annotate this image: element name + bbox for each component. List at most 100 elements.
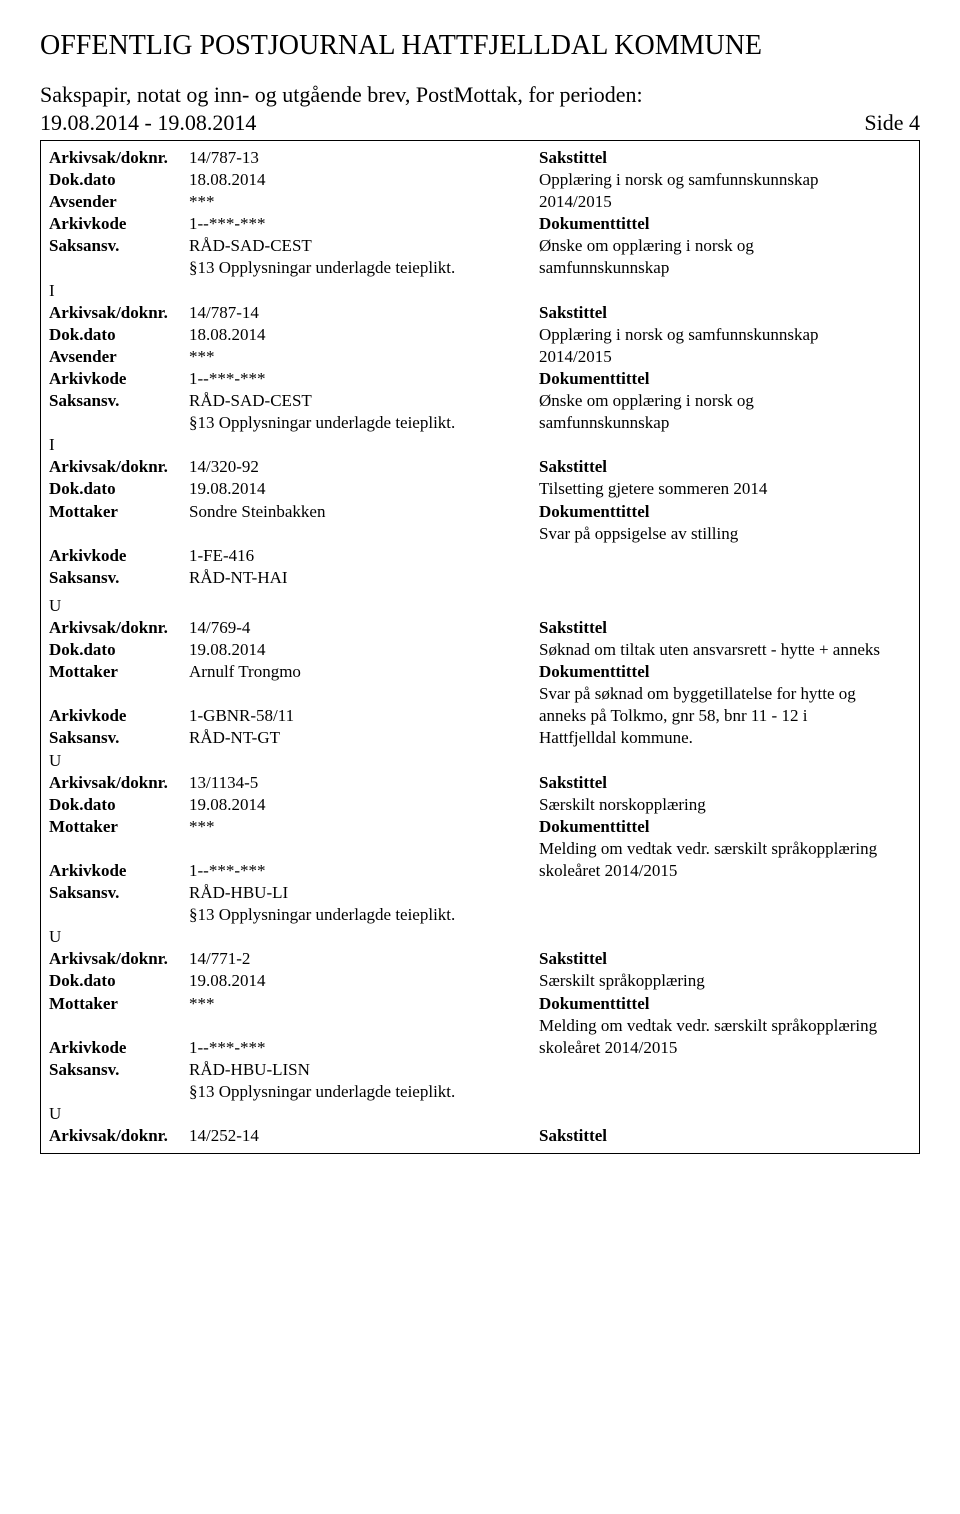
party-value: *** xyxy=(189,993,539,1015)
sakstittel-label: Sakstittel xyxy=(539,772,911,794)
dokumenttittel-label: Dokumenttittel xyxy=(539,661,911,683)
sakstittel-label: Sakstittel xyxy=(539,302,911,324)
arkivkode-label: Arkivkode xyxy=(49,860,189,882)
party-value: *** xyxy=(189,346,539,368)
sakstittel-value: Opplæring i norsk og samfunnskunnskap xyxy=(539,324,911,346)
arkivsak-label: Arkivsak/doknr. xyxy=(49,948,189,970)
arkivsak-label: Arkivsak/doknr. xyxy=(49,1125,189,1147)
arkivsak-value: 14/771-2 xyxy=(189,948,539,970)
io-marker: I xyxy=(49,434,911,456)
dokumenttittel-value: skoleåret 2014/2015 xyxy=(539,860,911,882)
saksansv-label: Saksansv. xyxy=(49,567,189,589)
sakstittel-value: Opplæring i norsk og samfunnskunnskap xyxy=(539,169,911,191)
dokumenttittel-label: Dokumenttittel xyxy=(539,816,911,838)
sakstittel-label: Sakstittel xyxy=(539,617,911,639)
dokumenttittel-value: samfunnskunnskap xyxy=(539,412,911,434)
party-value: *** xyxy=(189,191,539,213)
arkivkode-value: 1-GBNR-58/11 xyxy=(189,705,539,727)
arkivsak-label: Arkivsak/doknr. xyxy=(49,617,189,639)
arkivsak-label: Arkivsak/doknr. xyxy=(49,772,189,794)
dokdato-label: Dok.dato xyxy=(49,970,189,992)
saksansv-extra: §13 Opplysningar underlagde teieplikt. xyxy=(189,1081,539,1103)
party-value: Arnulf Trongmo xyxy=(189,661,539,683)
arkivkode-value: 1--***-*** xyxy=(189,1037,539,1059)
saksansv-label: Saksansv. xyxy=(49,1059,189,1081)
arkivkode-label: Arkivkode xyxy=(49,213,189,235)
dokumenttittel-label: Dokumenttittel xyxy=(539,213,911,235)
arkivsak-value: 14/320-92 xyxy=(189,456,539,478)
dokdato-value: 18.08.2014 xyxy=(189,169,539,191)
arkivsak-label: Arkivsak/doknr. xyxy=(49,456,189,478)
dokumenttittel-value: Hattfjelldal kommune. xyxy=(539,727,911,749)
io-marker: U xyxy=(49,750,911,772)
subtitle: Sakspapir, notat og inn- og utgående bre… xyxy=(40,82,920,108)
saksansv-value: RÅD-SAD-CEST xyxy=(189,235,539,257)
date-range: 19.08.2014 - 19.08.2014 xyxy=(40,110,256,135)
dokdato-value: 19.08.2014 xyxy=(189,639,539,661)
arkivkode-label: Arkivkode xyxy=(49,705,189,727)
dokumenttittel-value: Svar på søknad om byggetillatelse for hy… xyxy=(539,683,911,705)
arkivkode-value: 1--***-*** xyxy=(189,368,539,390)
main-title: OFFENTLIG POSTJOURNAL HATTFJELLDAL KOMMU… xyxy=(40,30,920,62)
saksansv-label: Saksansv. xyxy=(49,727,189,749)
dokumenttittel-value: Svar på oppsigelse av stilling xyxy=(539,523,911,545)
dokdato-value: 19.08.2014 xyxy=(189,970,539,992)
saksansv-label: Saksansv. xyxy=(49,235,189,257)
arkivkode-label: Arkivkode xyxy=(49,545,189,567)
sakstittel-label: Sakstittel xyxy=(539,147,911,169)
saksansv-value: RÅD-NT-GT xyxy=(189,727,539,749)
sakstittel-value: Særskilt norskopplæring xyxy=(539,794,911,816)
arkivkode-label: Arkivkode xyxy=(49,368,189,390)
dokumenttittel-label: Dokumenttittel xyxy=(539,993,911,1015)
page-number: Side 4 xyxy=(864,110,920,136)
dokdato-label: Dok.dato xyxy=(49,639,189,661)
dokumenttittel-label: Dokumenttittel xyxy=(539,501,911,523)
io-marker: U xyxy=(49,1103,911,1125)
dokdato-label: Dok.dato xyxy=(49,324,189,346)
sakstittel-value: 2014/2015 xyxy=(539,346,911,368)
saksansv-value: RÅD-NT-HAI xyxy=(189,567,539,589)
arkivkode-label: Arkivkode xyxy=(49,1037,189,1059)
party-label: Mottaker xyxy=(49,993,189,1015)
arkivsak-label: Arkivsak/doknr. xyxy=(49,147,189,169)
dokumenttittel-value: samfunnskunnskap xyxy=(539,257,911,279)
dokdato-value: 19.08.2014 xyxy=(189,794,539,816)
dokdato-label: Dok.dato xyxy=(49,478,189,500)
dokumenttittel-value: Melding om vedtak vedr. særskilt språkop… xyxy=(539,1015,911,1037)
party-value: Sondre Steinbakken xyxy=(189,501,539,523)
party-label: Avsender xyxy=(49,346,189,368)
arkivsak-value: 13/1134-5 xyxy=(189,772,539,794)
dokdato-value: 19.08.2014 xyxy=(189,478,539,500)
io-marker: U xyxy=(49,595,911,617)
dokumenttittel-value: Melding om vedtak vedr. særskilt språkop… xyxy=(539,838,911,860)
dokumenttittel-value: anneks på Tolkmo, gnr 58, bnr 11 - 12 i xyxy=(539,705,911,727)
sakstittel-value: Særskilt språkopplæring xyxy=(539,970,911,992)
dokumenttittel-value: skoleåret 2014/2015 xyxy=(539,1037,911,1059)
dokumenttittel-value: Ønske om opplæring i norsk og xyxy=(539,235,911,257)
party-value: *** xyxy=(189,816,539,838)
dokdato-value: 18.08.2014 xyxy=(189,324,539,346)
arkivkode-value: 1--***-*** xyxy=(189,213,539,235)
sakstittel-value: Tilsetting gjetere sommeren 2014 xyxy=(539,478,911,500)
sakstittel-label: Sakstittel xyxy=(539,1125,911,1147)
sakstittel-value: Søknad om tiltak uten ansvarsrett - hytt… xyxy=(539,639,911,661)
party-label: Mottaker xyxy=(49,501,189,523)
party-label: Mottaker xyxy=(49,661,189,683)
dokdato-label: Dok.dato xyxy=(49,169,189,191)
arkivsak-label: Arkivsak/doknr. xyxy=(49,302,189,324)
saksansv-value: RÅD-SAD-CEST xyxy=(189,390,539,412)
sakstittel-label: Sakstittel xyxy=(539,948,911,970)
saksansv-value: RÅD-HBU-LISN xyxy=(189,1059,539,1081)
io-marker: I xyxy=(49,280,911,302)
saksansv-extra: §13 Opplysningar underlagde teieplikt. xyxy=(189,412,539,434)
sakstittel-value: 2014/2015 xyxy=(539,191,911,213)
party-label: Avsender xyxy=(49,191,189,213)
arkivsak-value: 14/787-14 xyxy=(189,302,539,324)
saksansv-label: Saksansv. xyxy=(49,882,189,904)
party-label: Mottaker xyxy=(49,816,189,838)
saksansv-value: RÅD-HBU-LI xyxy=(189,882,539,904)
io-marker: U xyxy=(49,926,911,948)
arkivsak-value: 14/769-4 xyxy=(189,617,539,639)
arkivkode-value: 1--***-*** xyxy=(189,860,539,882)
dokumenttittel-label: Dokumenttittel xyxy=(539,368,911,390)
